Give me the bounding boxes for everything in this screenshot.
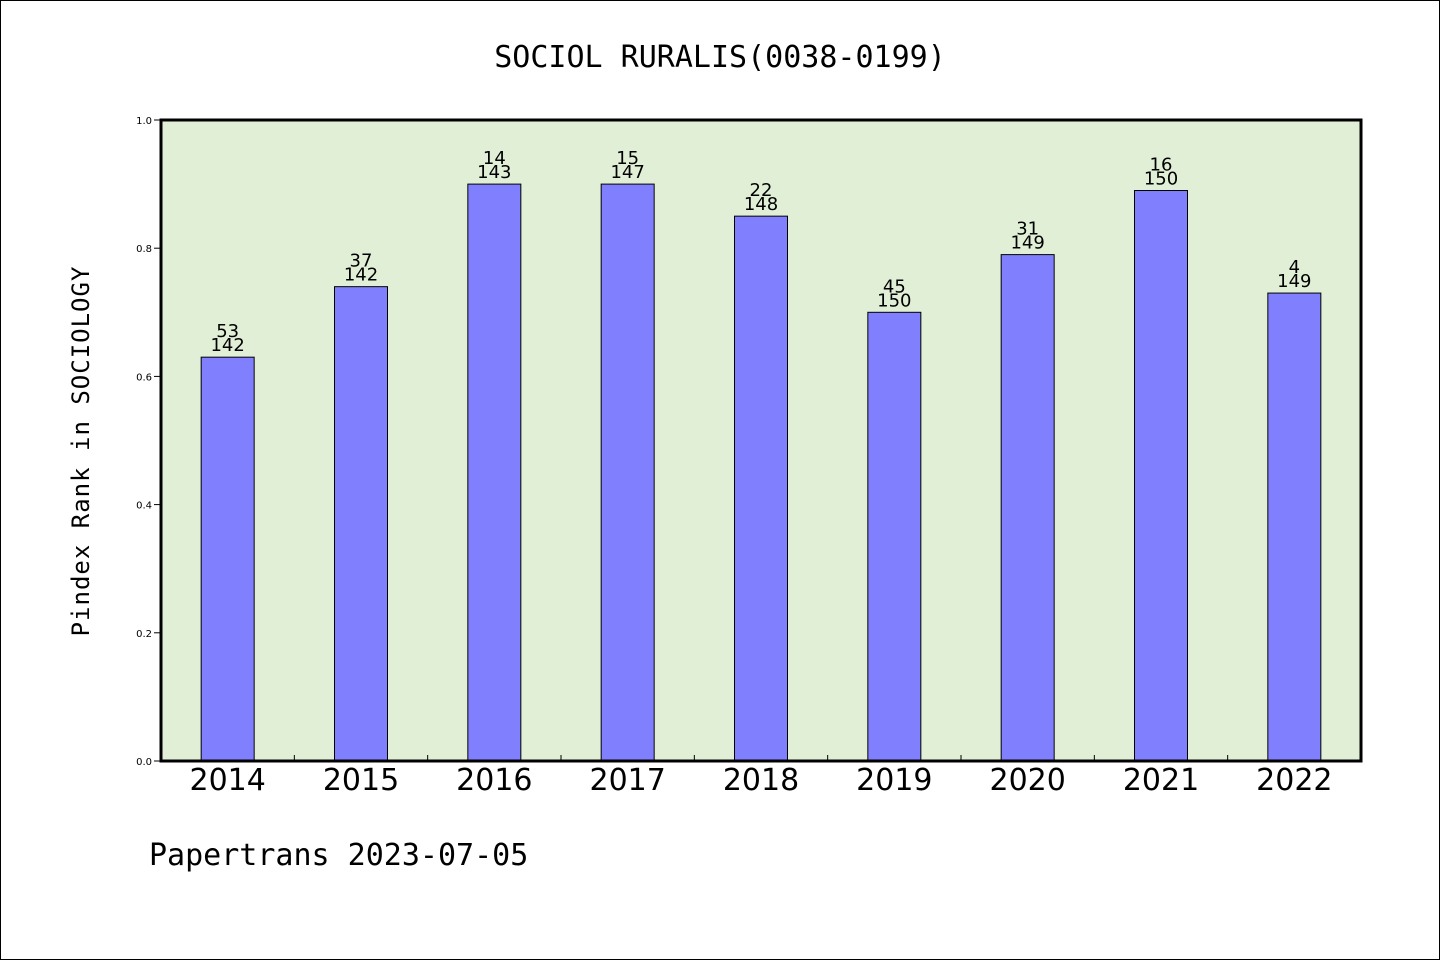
x-axis: 2014 2015 2016 2017 2018 2019 2020 2021 2022 bbox=[189, 755, 1333, 798]
total-label: 147 bbox=[610, 162, 644, 183]
y-tick-label: 1.0 bbox=[136, 116, 152, 127]
footer-credit: Papertrans 2023-07-05 bbox=[149, 838, 528, 873]
x-tick-label: 2017 bbox=[589, 763, 665, 798]
bar-2019 bbox=[867, 311, 922, 762]
x-tick-label: 2015 bbox=[323, 763, 399, 798]
rank-label: 14 bbox=[483, 148, 506, 169]
bar-2014 bbox=[200, 356, 255, 762]
bar-2018 bbox=[734, 215, 788, 762]
total-label: 142 bbox=[344, 265, 378, 286]
x-tick-label: 2018 bbox=[723, 763, 799, 798]
rank-label: 53 bbox=[216, 321, 239, 342]
chart-title: SOCIOL RURALIS(0038-0199) bbox=[494, 40, 946, 75]
data-labels: 5314237142141431514722148451503114916150… bbox=[210, 148, 1311, 356]
plot-border bbox=[159, 118, 1363, 763]
total-label: 150 bbox=[877, 290, 911, 311]
bar-series bbox=[200, 183, 1322, 762]
y-axis-label: Pindex Rank in SOCIOLOGY bbox=[67, 266, 95, 637]
rank-label: 37 bbox=[350, 251, 373, 272]
y-tick-label: 0.0 bbox=[136, 757, 152, 768]
total-label: 143 bbox=[477, 162, 511, 183]
rank-label: 15 bbox=[616, 148, 639, 169]
x-tick-label: 2016 bbox=[456, 763, 532, 798]
rank-label: 22 bbox=[750, 180, 773, 201]
total-label: 142 bbox=[210, 335, 244, 356]
x-tick-label: 2022 bbox=[1256, 763, 1332, 798]
rank-label: 45 bbox=[883, 276, 906, 297]
rank-label: 31 bbox=[1016, 219, 1039, 240]
total-label: 150 bbox=[1144, 169, 1178, 190]
total-label: 149 bbox=[1010, 233, 1044, 254]
total-label: 148 bbox=[744, 194, 778, 215]
y-tick-label: 0.2 bbox=[136, 629, 152, 640]
bar-2020 bbox=[1000, 254, 1055, 762]
bar-2021 bbox=[1134, 190, 1188, 762]
y-tick-label: 0.8 bbox=[136, 244, 152, 255]
total-label: 149 bbox=[1277, 271, 1311, 292]
x-tick-label: 2019 bbox=[856, 763, 932, 798]
bar-2016 bbox=[467, 183, 522, 762]
bar-2022 bbox=[1267, 292, 1322, 762]
y-tick-label: 0.4 bbox=[136, 501, 152, 512]
y-axis: 0.0 0.2 0.4 0.6 0.8 1.0 bbox=[136, 116, 161, 768]
bar-2017 bbox=[600, 183, 655, 762]
x-tick-label: 2021 bbox=[1123, 763, 1199, 798]
y-tick-label: 0.6 bbox=[136, 372, 152, 383]
rank-label: 4 bbox=[1289, 257, 1300, 278]
rank-label: 16 bbox=[1150, 155, 1173, 176]
bar-2015 bbox=[334, 286, 388, 762]
x-tick-label: 2014 bbox=[189, 763, 265, 798]
x-tick-label: 2020 bbox=[989, 763, 1065, 798]
